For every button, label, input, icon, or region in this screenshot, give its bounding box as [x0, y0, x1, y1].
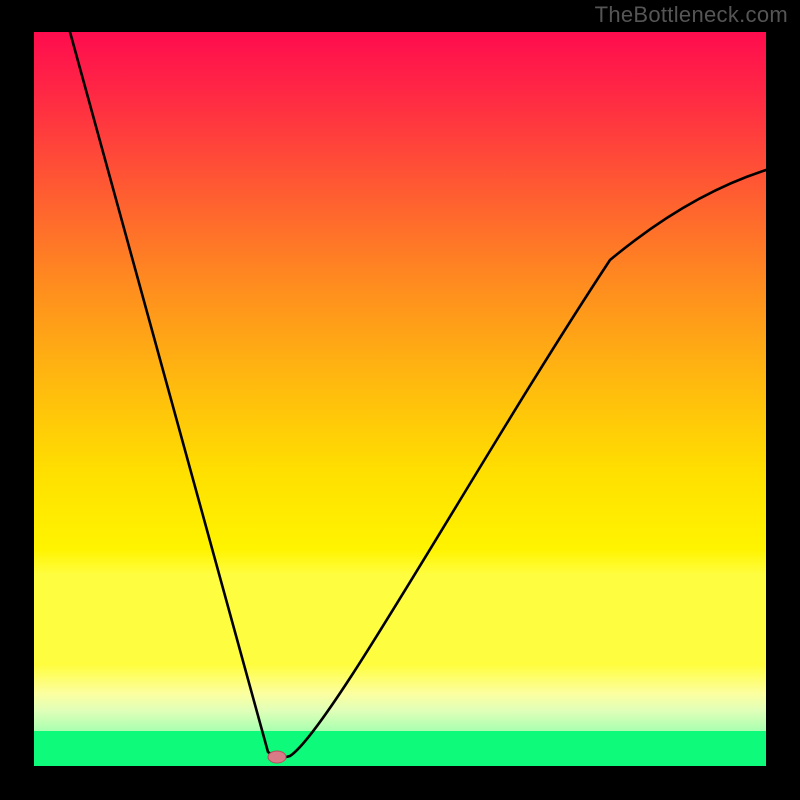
watermark-text: TheBottleneck.com: [595, 2, 788, 28]
plot-frame: [32, 30, 768, 768]
stage: TheBottleneck.com: [0, 0, 800, 800]
